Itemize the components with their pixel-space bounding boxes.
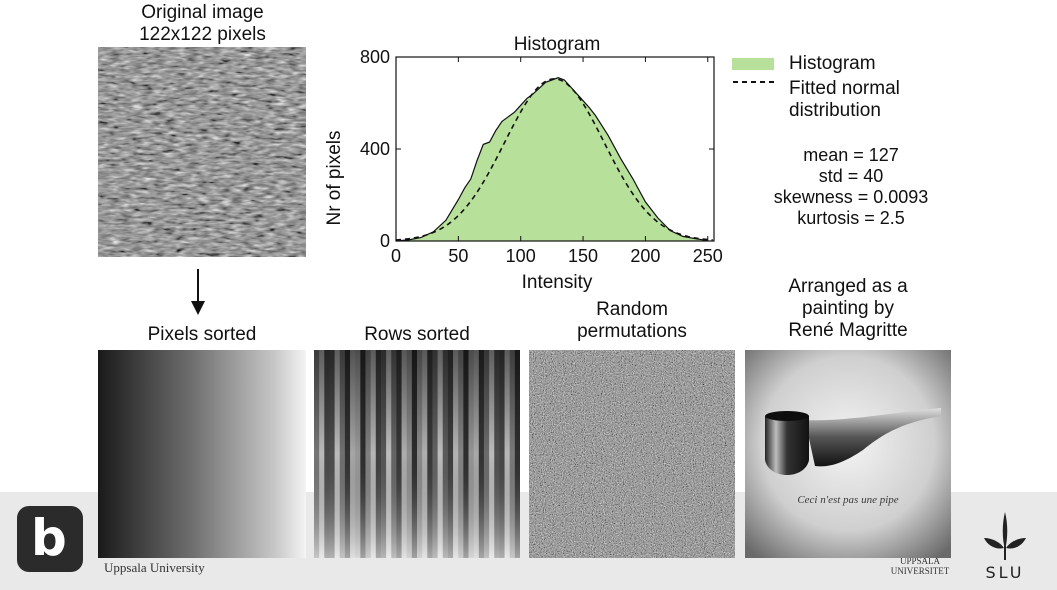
slu-logo-text: SLU <box>985 563 1025 582</box>
pixels-sorted-caption: Pixels sorted <box>147 324 257 345</box>
legend-line: Fitted normal <box>789 78 900 99</box>
histogram-area <box>396 77 708 241</box>
fitted-normal-line <box>395 78 713 241</box>
stat-kurtosis: kurtosis = 2.5 <box>797 208 905 228</box>
rows-sorted-image <box>314 350 520 558</box>
caption-line: permutations <box>577 321 687 342</box>
x-tick-label: 250 <box>693 246 723 266</box>
caption-line: 122x122 pixels <box>139 24 266 45</box>
pixels-sorted-image <box>98 350 306 558</box>
y-axis-label: Nr of pixels <box>324 130 345 225</box>
histogram-outline <box>395 77 708 242</box>
rows-sorted-caption: Rows sorted <box>364 324 470 345</box>
random-permutations-image <box>529 350 735 558</box>
original-image <box>98 47 306 257</box>
legend-label-fitted: Fitted normal distribution <box>789 78 900 122</box>
legend-label-histogram: Histogram <box>789 53 876 74</box>
caption-line: Random <box>596 299 668 320</box>
statistics-block: mean = 127 std = 40 skewness = 0.0093 ku… <box>756 145 946 229</box>
histogram-chart: Histogram 0 50 100 150 200 250 0 400 800 Intensi… <box>324 34 723 293</box>
random-permutations-caption: Random permutations <box>529 299 735 343</box>
down-arrow-icon <box>191 269 205 315</box>
uu-logo-text: UPPSALA UNIVERSITET <box>880 556 960 576</box>
uu-line: UNIVERSITET <box>890 566 950 576</box>
magritte-caption: Arranged as a painting by René Magritte <box>745 276 951 342</box>
stat-std: std = 40 <box>818 166 884 186</box>
y-tick-label: 0 <box>380 231 390 251</box>
caption-line: Original image <box>141 2 264 23</box>
chart-title: Histogram <box>514 34 601 55</box>
x-tick-label: 100 <box>506 246 536 266</box>
legend-line: distribution <box>789 100 881 121</box>
x-tick-label: 150 <box>568 246 598 266</box>
slu-leaf-logo-icon <box>984 512 1026 560</box>
uppsala-university-text: Uppsala University <box>104 560 205 575</box>
stat-skewness: skewness = 0.0093 <box>773 187 929 207</box>
painting-inscription: Ceci n'est pas une pipe <box>797 494 899 506</box>
y-tick-label: 400 <box>360 139 390 159</box>
plot-area: 0 50 100 150 200 250 0 400 800 <box>360 47 723 266</box>
x-tick-label: 50 <box>448 246 468 266</box>
caption-line: René Magritte <box>788 320 908 341</box>
caption-line: painting by <box>802 298 894 319</box>
stat-mean: mean = 127 <box>803 145 899 165</box>
uu-line: UPPSALA <box>899 556 940 566</box>
legend-swatch-fitted <box>733 81 775 83</box>
legend-swatch-histogram <box>732 58 774 70</box>
x-axis-label: Intensity <box>522 272 593 293</box>
original-image-caption: Original image 122x122 pixels <box>105 2 300 46</box>
magritte-pipe-image <box>745 350 951 558</box>
b-logo: b <box>17 506 83 572</box>
b-logo-glyph: b <box>31 509 67 567</box>
caption-line: Arranged as a <box>788 276 908 297</box>
x-tick-label: 0 <box>391 246 401 266</box>
x-tick-label: 200 <box>630 246 660 266</box>
y-tick-label: 800 <box>360 47 390 67</box>
